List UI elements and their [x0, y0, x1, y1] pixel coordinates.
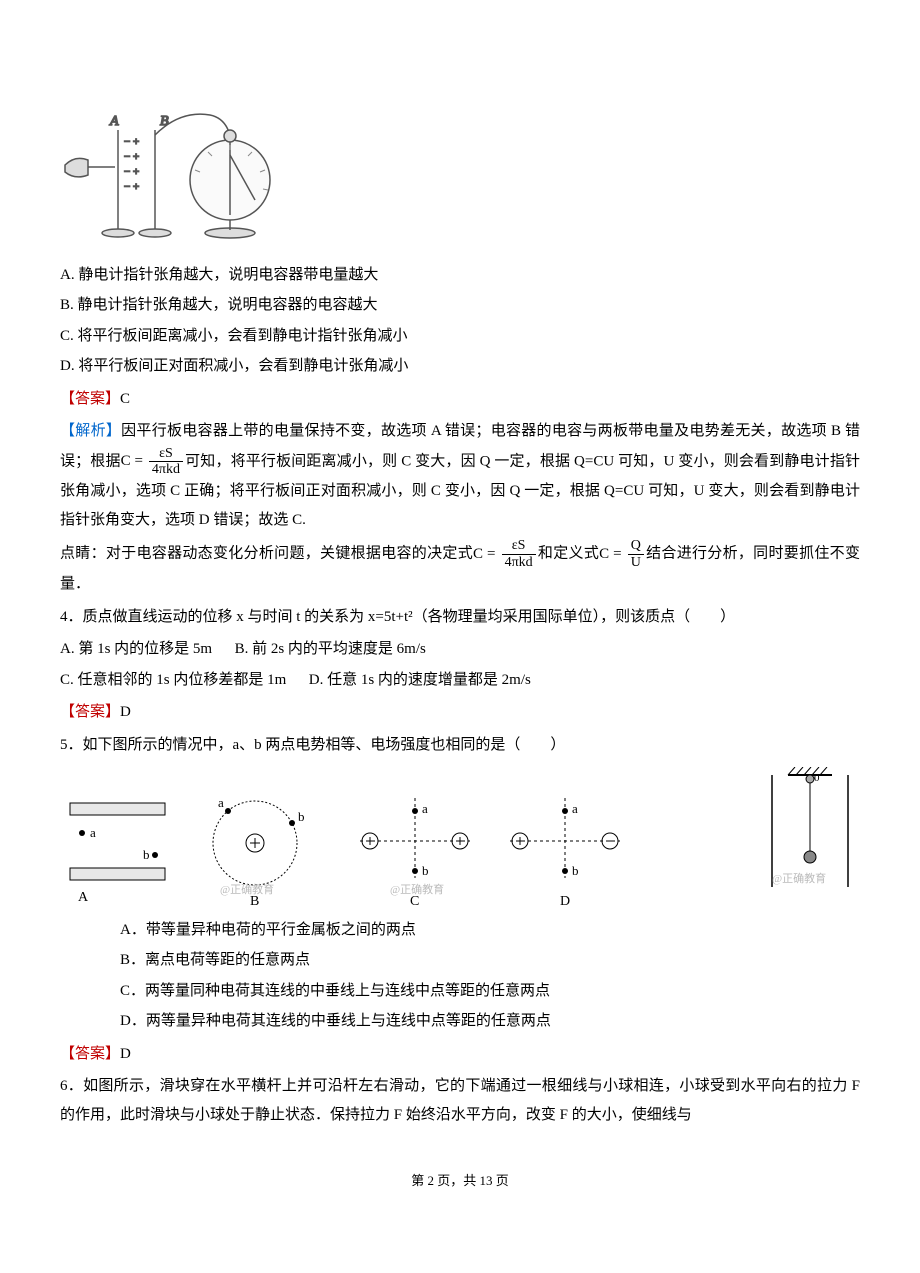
- answer-label: 【答案】: [60, 704, 120, 720]
- svg-text:C: C: [410, 894, 419, 908]
- formula-c1: C = εS4πkd: [121, 453, 185, 469]
- q5-answer: 【答案】D: [60, 1040, 860, 1069]
- svg-text:a: a: [218, 795, 224, 810]
- q4-opts-row1: A. 第 1s 内的位移是 5m B. 前 2s 内的平均速度是 6m/s: [60, 635, 860, 664]
- svg-text:− +: − +: [124, 151, 139, 163]
- q5-stem: 5．如下图所示的情况中，a、b 两点电势相等、电场强度也相同的是（ ）: [60, 731, 860, 760]
- svg-text:a: a: [572, 801, 578, 816]
- q5-figures: a b A a b @正确教育 B a: [60, 767, 860, 908]
- svg-text:a: a: [90, 825, 96, 840]
- q4-opt-b: B. 前 2s 内的平均速度是 6m/s: [235, 641, 426, 657]
- q5-fig-c: a b @正确教育 C: [350, 793, 480, 908]
- svg-text:A: A: [78, 890, 89, 905]
- q3-answer-value: C: [120, 391, 130, 407]
- q5-fig-b: a b @正确教育 B: [190, 793, 330, 908]
- answer-label: 【答案】: [60, 1046, 120, 1062]
- svg-text:− +: − +: [124, 166, 139, 178]
- answer-label: 【答案】: [60, 391, 120, 407]
- q4-opt-c: C. 任意相邻的 1s 内位移差都是 1m: [60, 672, 286, 688]
- q4-answer-value: D: [120, 704, 131, 720]
- formula-c3: C = QU: [599, 546, 646, 562]
- svg-text:− +: − +: [124, 136, 139, 148]
- q4-answer: 【答案】D: [60, 698, 860, 727]
- q3-opt-d: D. 将平行板间正对面积减小，会看到静电计张角减小: [60, 352, 860, 381]
- formula-c2: C = εS4πkd: [473, 546, 538, 562]
- q3-point-2: 和定义式: [538, 546, 599, 562]
- q4-opts-row2: C. 任意相邻的 1s 内位移差都是 1m D. 任意 1s 内的速度增量都是 …: [60, 666, 860, 695]
- svg-text:B: B: [250, 894, 259, 908]
- svg-text:b: b: [298, 809, 305, 824]
- q4-opt-a: A. 第 1s 内的位移是 5m: [60, 641, 212, 657]
- q3-answer: 【答案】C: [60, 385, 860, 414]
- q5-answer-value: D: [120, 1046, 131, 1062]
- q5-opt-a: A．带等量异种电荷的平行金属板之间的两点: [60, 916, 860, 945]
- q5-opt-b: B．离点电荷等距的任意两点: [60, 946, 860, 975]
- q3-figure: A B − + − + − + − +: [60, 100, 860, 251]
- explain-label: 【解析】: [60, 423, 121, 439]
- svg-text:0: 0: [814, 772, 820, 784]
- svg-text:b: b: [572, 863, 579, 878]
- svg-text:D: D: [560, 894, 570, 908]
- q4-opt-d: D. 任意 1s 内的速度增量都是 2m/s: [309, 672, 531, 688]
- svg-text:b: b: [422, 863, 429, 878]
- q3-point-1: 对于电容器动态变化分析问题，关键根据电容的决定式: [106, 546, 473, 562]
- q3-point: 点睛：对于电容器动态变化分析问题，关键根据电容的决定式C = εS4πkd和定义…: [60, 538, 860, 598]
- q6-stem: 6．如图所示，滑块穿在水平横杆上并可沿杆左右滑动，它的下端通过一根细线与小球相连…: [60, 1072, 860, 1129]
- q3-opt-b: B. 静电计指针张角越大，说明电容器的电容越大: [60, 291, 860, 320]
- point-label: 点睛：: [60, 546, 106, 562]
- q5-fig-a: a b A: [60, 793, 170, 908]
- q5-opt-c: C．两等量同种电荷其连线的中垂线上与连线中点等距的任意两点: [60, 977, 860, 1006]
- q5-fig-d: a b D: [500, 793, 630, 908]
- svg-text:− +: − +: [124, 181, 139, 193]
- q4-stem: 4．质点做直线运动的位移 x 与时间 t 的关系为 x=5t+t²（各物理量均采…: [60, 603, 860, 632]
- q3-explain: 【解析】因平行板电容器上带的电量保持不变，故选项 A 错误；电容器的电容与两板带…: [60, 417, 860, 534]
- q3-opt-c: C. 将平行板间距离减小，会看到静电计指针张角减小: [60, 322, 860, 351]
- svg-text:A: A: [109, 114, 119, 129]
- svg-text:b: b: [143, 847, 150, 862]
- page-footer: 第 2 页，共 13 页: [60, 1169, 860, 1194]
- q6-figure: 0 @正确教育: [760, 767, 860, 908]
- svg-text:@正确教育: @正确教育: [772, 871, 826, 885]
- q3-opt-a: A. 静电计指针张角越大，说明电容器带电量越大: [60, 261, 860, 290]
- q5-opt-d: D．两等量异种电荷其连线的中垂线上与连线中点等距的任意两点: [60, 1007, 860, 1036]
- svg-text:@正确教育: @正确教育: [220, 882, 274, 896]
- svg-text:a: a: [422, 801, 428, 816]
